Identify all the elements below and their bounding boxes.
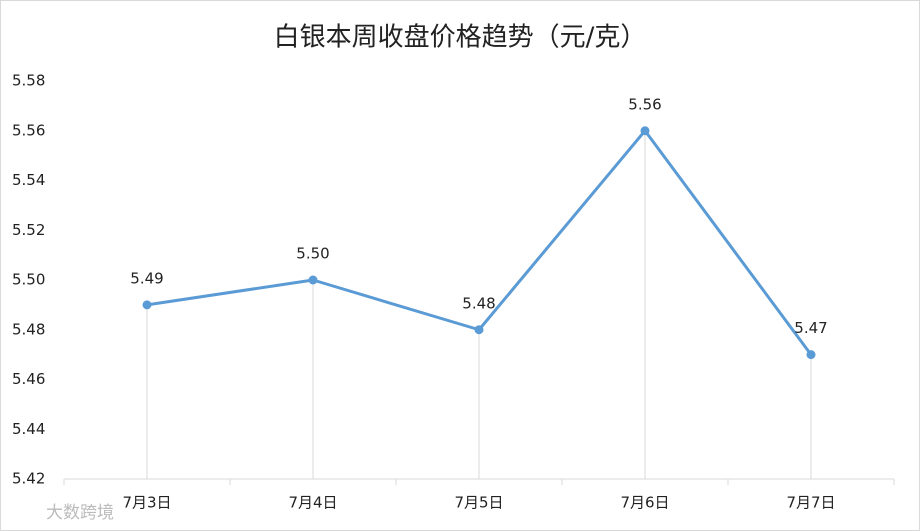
- y-tick-label: 5.58: [12, 72, 45, 90]
- y-tick-label: 5.52: [12, 221, 45, 239]
- x-tick-label: 7月3日: [122, 494, 171, 512]
- watermark: 大数跨境: [46, 503, 114, 523]
- data-label: 5.49: [130, 269, 163, 287]
- x-tick-label: 7月6日: [620, 494, 669, 512]
- y-tick-label: 5.44: [12, 420, 45, 438]
- y-tick-label: 5.56: [12, 121, 45, 139]
- point: [142, 300, 152, 310]
- y-tick-label: 5.54: [12, 171, 45, 189]
- y-tick-label: 5.48: [12, 320, 45, 338]
- point: [308, 275, 318, 285]
- y-tick-label: 5.46: [12, 370, 45, 388]
- x-tick-label: 7月5日: [454, 494, 503, 512]
- chart-title: 白银本周收盘价格趋势（元/克）: [274, 23, 647, 53]
- point: [640, 126, 650, 136]
- y-tick-label: 5.50: [12, 271, 45, 289]
- point: [806, 350, 816, 360]
- x-tick-label: 7月7日: [786, 494, 835, 512]
- data-label: 5.47: [794, 319, 827, 337]
- y-tick-label: 5.42: [12, 470, 45, 488]
- data-label: 5.56: [628, 95, 661, 113]
- x-tick-label: 7月4日: [288, 494, 337, 512]
- point: [474, 325, 484, 335]
- data-label: 5.50: [296, 245, 329, 263]
- data-label: 5.48: [462, 294, 495, 312]
